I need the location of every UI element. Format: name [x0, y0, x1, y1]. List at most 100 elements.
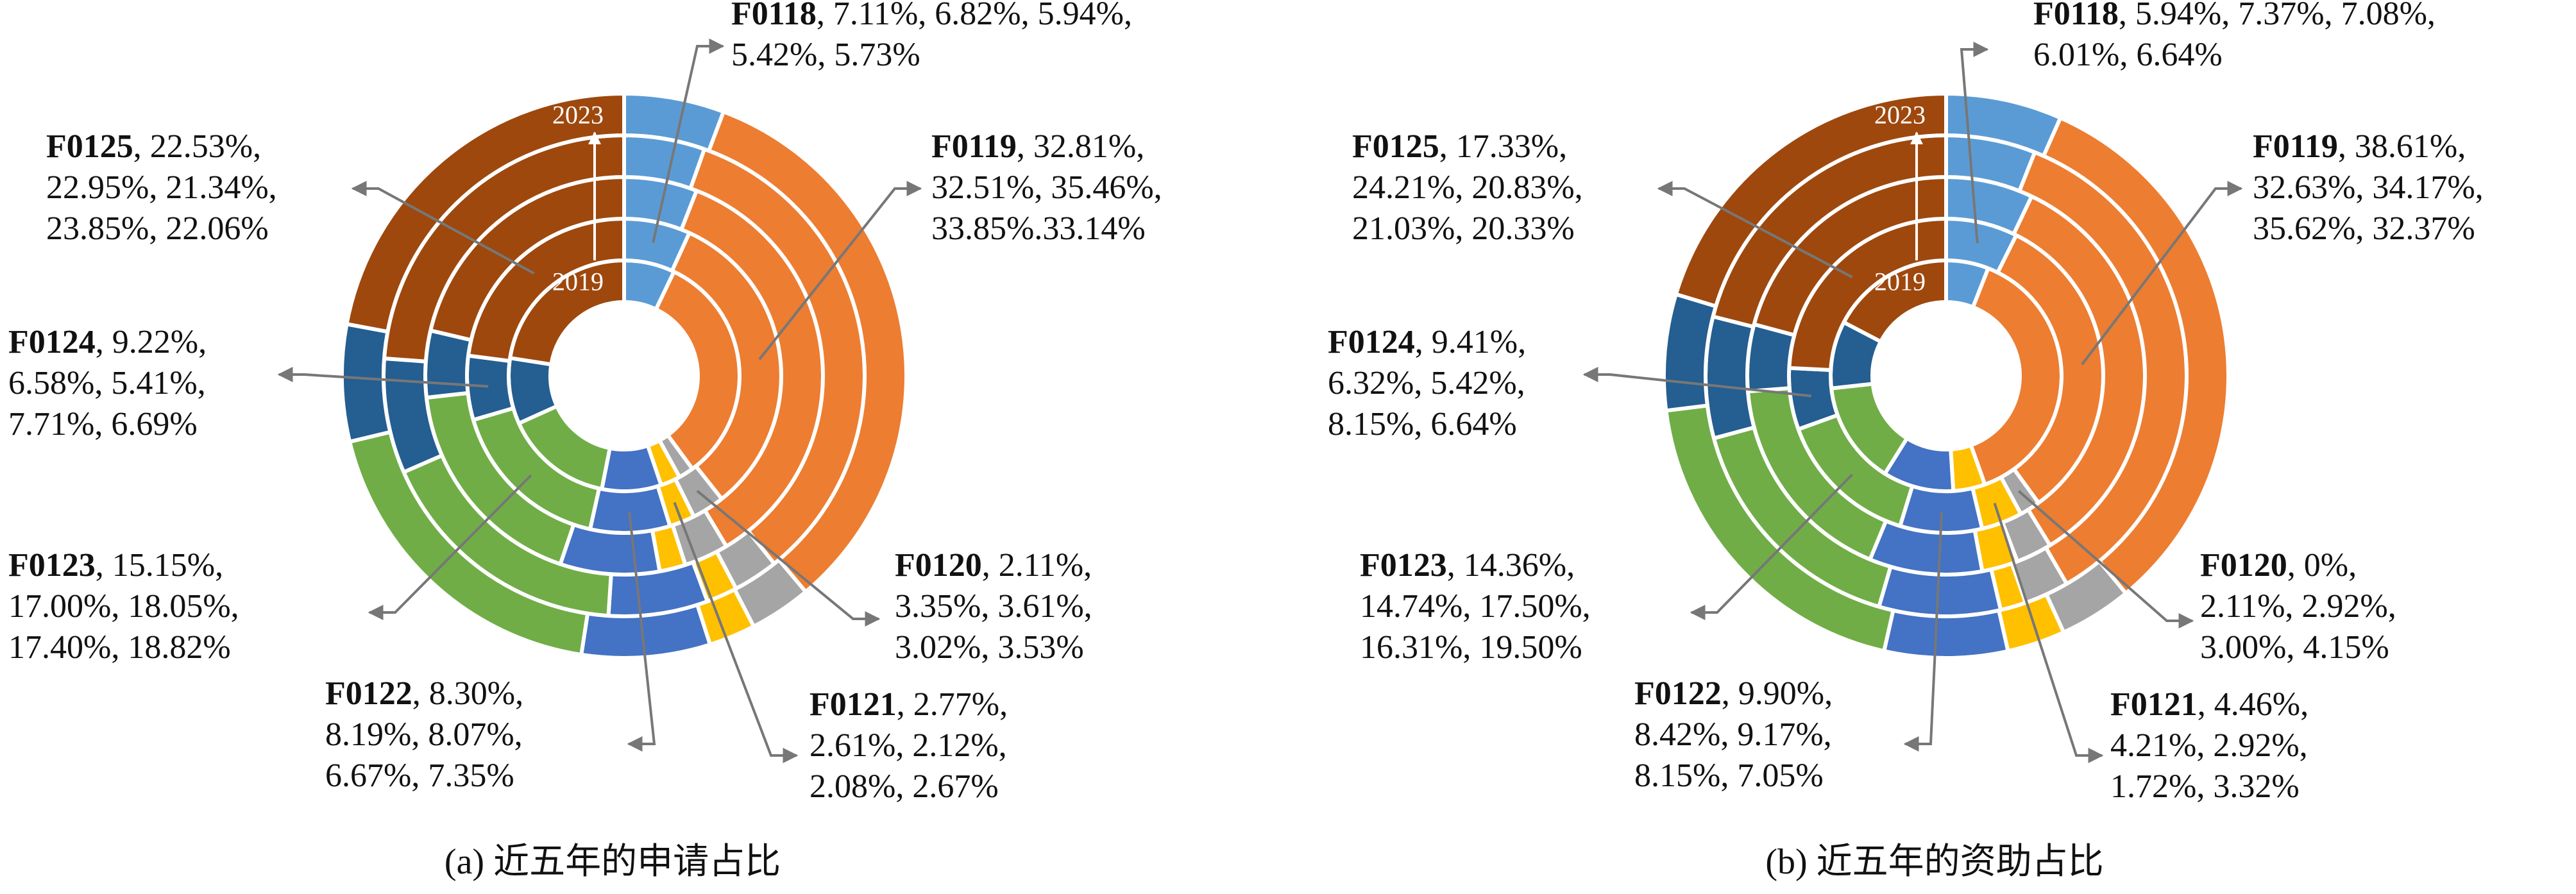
value-label: 8.15%, [1634, 757, 1729, 794]
value-label: 3.35%, [895, 588, 989, 625]
value-label: 6.67%, [325, 757, 419, 794]
value-label: , 22.53%, [133, 128, 261, 165]
value-label: 14.74%, [1360, 588, 1471, 625]
leader-line [696, 489, 881, 627]
series-name: F0119 [2253, 128, 2338, 165]
ring-segment [1674, 91, 1948, 309]
value-label: 3.53% [997, 629, 1083, 666]
leader-line [627, 512, 656, 752]
value-label: 8.42%, [1634, 716, 1729, 753]
value-label: 2.92%, [2213, 727, 2307, 764]
data-label: F0119, 32.81%, 32.51%, 35.46%, 33.85%.33.1… [931, 128, 1162, 247]
ring-label: 2023 [552, 101, 604, 130]
ring-segment [344, 91, 626, 334]
value-label: 3.61%, [997, 588, 1092, 625]
value-label: , 7.11%, [817, 0, 926, 32]
leader-line [2017, 490, 2194, 628]
value-label: 32.63%, [2253, 169, 2364, 206]
value-label: 17.50%, [1479, 588, 1590, 625]
value-label: 34.17%, [2372, 169, 2483, 206]
value-label: 32.51%, [931, 169, 1042, 206]
data-label: F0118, 7.11%, 6.82%, 5.94%, 5.42%, 5.73% [731, 0, 1132, 73]
value-label: 17.00%, [8, 588, 119, 625]
value-label: 9.17%, [1737, 716, 1831, 753]
value-label: 2.08%, [809, 768, 904, 805]
value-label: 8.15%, [1328, 406, 1422, 443]
value-label: 32.37% [2372, 210, 2475, 247]
value-label: , 32.81%, [1017, 128, 1144, 165]
value-label: 7.71%, [8, 406, 103, 443]
series-name: F0120 [895, 547, 982, 584]
leader-line [1993, 502, 2104, 763]
series-name: F0124 [8, 324, 96, 360]
value-label: , 8.30%, [412, 675, 523, 712]
value-label: 19.50% [1479, 629, 1582, 666]
value-label: 6.32%, [1328, 365, 1422, 401]
ring-label: 2019 [552, 267, 604, 296]
series-name: F0120 [2200, 547, 2287, 584]
series-name: F0125 [46, 128, 133, 165]
value-label: 1.72%, [2110, 768, 2205, 805]
data-label: F0122, 8.30%, 8.19%, 8.07%, 6.67%, 7.35% [325, 675, 523, 794]
value-label: 7.05% [1737, 757, 1823, 794]
value-label: , 2.11%, [982, 547, 1092, 584]
leader-line [1903, 512, 1943, 752]
ring-label: 2023 [1874, 101, 1926, 130]
series-name: F0123 [8, 547, 96, 584]
leader-line [368, 474, 532, 620]
value-label: 5.42%, [1430, 365, 1525, 401]
value-label: 35.62%, [2253, 210, 2364, 247]
leader-line [673, 502, 799, 763]
value-label: 33.14% [1042, 210, 1145, 247]
leader-line [277, 367, 489, 388]
value-label: 7.08%, [2341, 0, 2436, 32]
value-label: , 14.36%, [1447, 547, 1575, 584]
data-label: F0123, 15.15%, 17.00%, 18.05%, 17.40%, 18.… [8, 547, 239, 666]
ring-segment [340, 321, 393, 444]
value-label: 20.33% [1471, 210, 1574, 247]
value-label: 6.64% [2136, 37, 2222, 73]
value-label: 6.58%, [8, 365, 103, 401]
ring-segment [1704, 314, 1757, 441]
ring-label: 2019 [1874, 267, 1926, 296]
data-label: F0120, 0%, 2.11%, 2.92%, 3.00%, 4.15% [2200, 547, 2396, 666]
leader-line [351, 181, 535, 275]
leader-line [2081, 181, 2243, 366]
value-label: 5.94%, [1038, 0, 1132, 32]
value-label: 5.73% [834, 37, 920, 73]
data-label: F0121, 4.46%, 4.21%, 2.92%, 1.72%, 3.32% [2110, 686, 2309, 805]
series-name: F0121 [809, 686, 897, 723]
leader-line [1960, 42, 1989, 244]
data-label: F0123, 14.36%, 14.74%, 17.50%, 16.31%, 19.… [1360, 547, 1591, 666]
leader-line [652, 38, 725, 243]
data-label: F0119, 38.61%, 32.63%, 34.17%, 35.62%, 32.… [2253, 128, 2484, 247]
value-label: 24.21%, [1352, 169, 1463, 206]
value-label: , 15.15%, [96, 547, 223, 584]
value-label: 18.05%, [128, 588, 239, 625]
value-label: 6.64% [1430, 406, 1516, 443]
data-label: F0122, 9.90%, 8.42%, 9.17%, 8.15%, 7.05% [1634, 675, 1833, 794]
series-name: F0125 [1352, 128, 1439, 165]
data-label: F0124, 9.22%, 6.58%, 5.41%, 7.71%, 6.69% [8, 324, 207, 443]
ring-segment [1662, 291, 1718, 413]
value-label: , 17.33%, [1439, 128, 1567, 165]
value-label: 3.00%, [2200, 629, 2294, 666]
leader-line [1582, 367, 1812, 398]
leader-line [1657, 181, 1853, 278]
value-label: 21.03%, [1352, 210, 1463, 247]
value-label: 22.06% [165, 210, 268, 247]
value-label: 22.95%, [46, 169, 157, 206]
value-label: 3.32% [2213, 768, 2299, 805]
value-label: 5.42%, [731, 37, 826, 73]
data-label: F0120, 2.11%, 3.35%, 3.61%, 3.02%, 3.53% [895, 547, 1092, 666]
data-label: F0118, 5.94%, 7.37%, 7.08%, 6.01%, 6.64% [2033, 0, 2436, 73]
series-name: F0122 [325, 675, 412, 712]
caption: (a) 近五年的申请占比 [445, 842, 781, 882]
leader-line [758, 181, 922, 360]
value-label: 8.19%, [325, 716, 419, 753]
series-name: F0118 [2033, 0, 2119, 32]
value-label: 35.46%, [1051, 169, 1162, 206]
ring-segment [423, 328, 474, 400]
value-label: 4.15% [2303, 629, 2389, 666]
